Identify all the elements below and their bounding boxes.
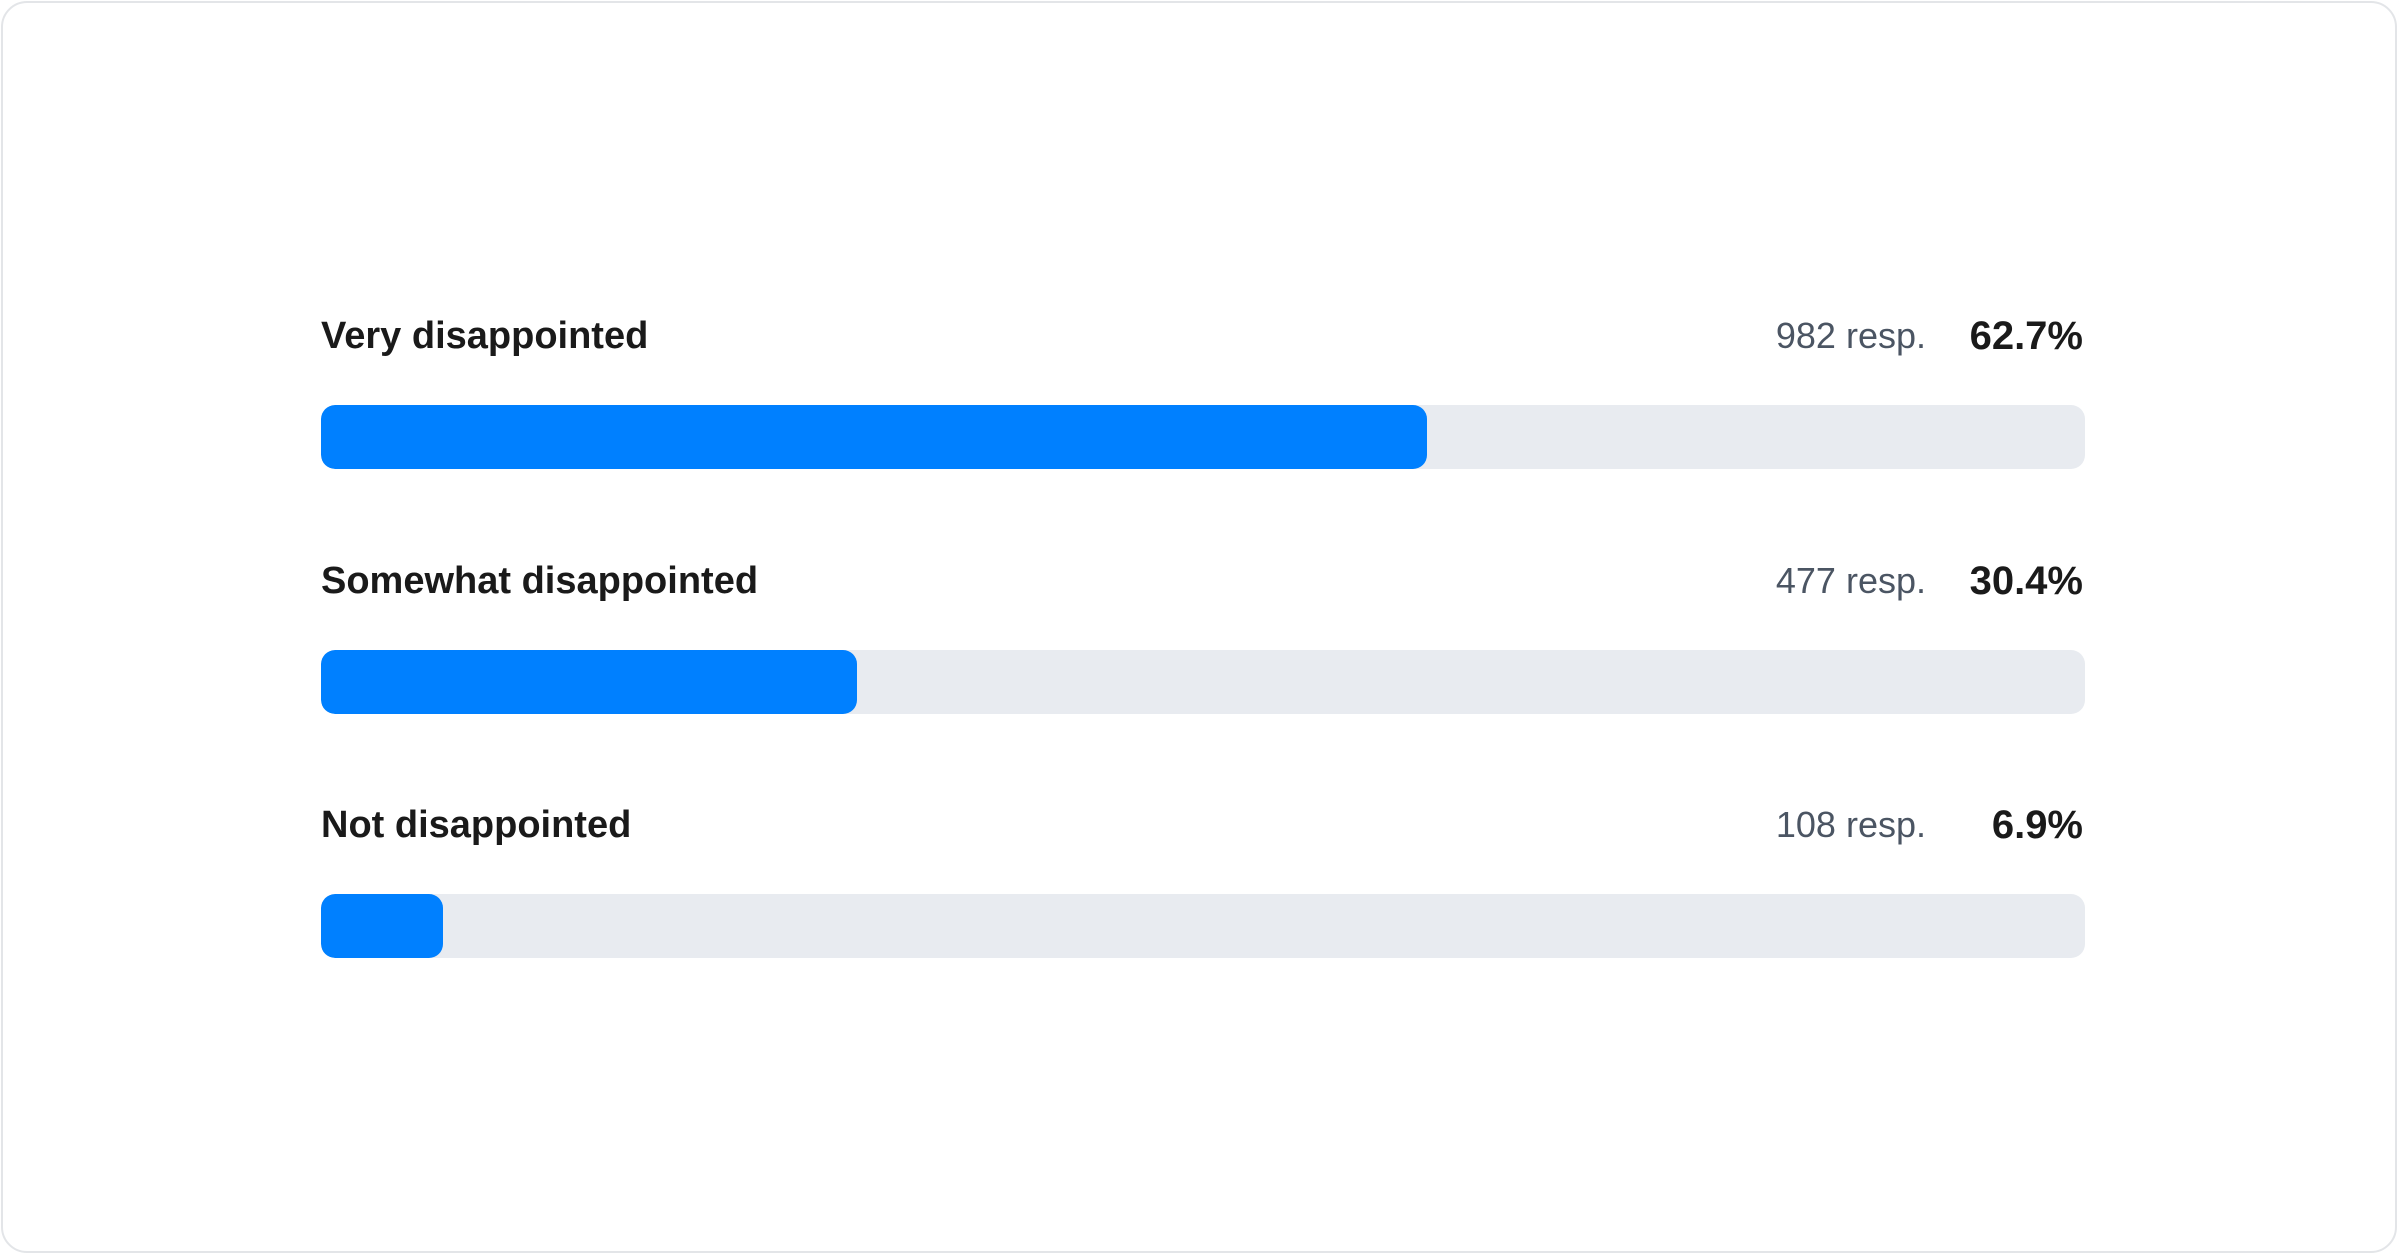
bar-fill <box>321 894 443 958</box>
bar-fill <box>321 650 858 714</box>
percent-label: 6.9% <box>1991 803 2083 847</box>
category-label: Not disappointed <box>321 804 632 846</box>
response-count: 982 resp. <box>1775 315 1926 356</box>
bar-fill <box>321 405 1428 469</box>
percent-label: 62.7% <box>1969 314 2083 358</box>
bar-track <box>321 650 2085 714</box>
category-label: Very disappointed <box>321 315 649 357</box>
response-count: 477 resp. <box>1775 560 1926 601</box>
category-label: Somewhat disappointed <box>321 560 759 602</box>
percent-label: 30.4% <box>1969 559 2083 603</box>
bar-track <box>321 405 2085 469</box>
bar-track <box>321 894 2085 958</box>
response-count: 108 resp. <box>1775 804 1926 845</box>
